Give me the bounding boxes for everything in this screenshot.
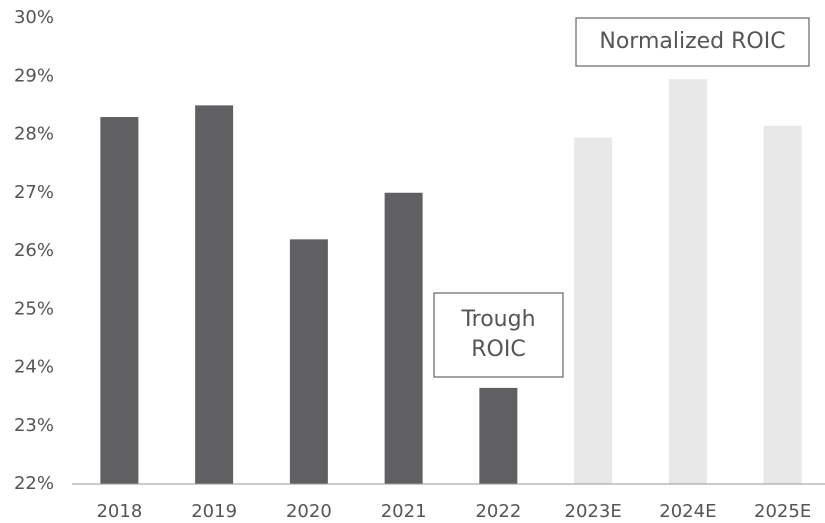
bar bbox=[195, 105, 234, 484]
bar bbox=[479, 387, 518, 484]
x-tick-label: 2019 bbox=[191, 501, 237, 522]
x-tick-label: 2025E bbox=[754, 501, 811, 522]
x-tick-label: 2023E bbox=[565, 501, 622, 522]
x-tick-label: 2024E bbox=[659, 501, 716, 522]
y-tick-label: 30% bbox=[14, 7, 54, 28]
y-tick-label: 25% bbox=[14, 298, 54, 319]
y-tick-label: 29% bbox=[14, 65, 54, 86]
x-tick-label: 2020 bbox=[286, 501, 332, 522]
bar bbox=[668, 79, 707, 484]
x-tick-label: 2018 bbox=[96, 501, 142, 522]
y-tick-label: 23% bbox=[14, 415, 54, 436]
bar bbox=[763, 125, 802, 484]
annotation-text: Normalized ROIC bbox=[599, 29, 785, 54]
y-tick-label: 27% bbox=[14, 182, 54, 203]
y-tick-label: 26% bbox=[14, 240, 54, 261]
annotation-box bbox=[433, 292, 564, 378]
y-tick-label: 22% bbox=[14, 473, 54, 494]
y-tick-label: 28% bbox=[14, 124, 54, 145]
x-tick-label: 2022 bbox=[475, 501, 521, 522]
y-tick-label: 24% bbox=[14, 357, 54, 378]
bar bbox=[100, 117, 139, 485]
annotation-box bbox=[575, 17, 810, 67]
bar bbox=[289, 239, 328, 484]
x-tick-label: 2021 bbox=[381, 501, 427, 522]
bar bbox=[574, 137, 613, 484]
annotation-text: ROIC bbox=[471, 337, 525, 362]
bar bbox=[384, 192, 423, 484]
annotation-text: Trough bbox=[460, 307, 535, 332]
